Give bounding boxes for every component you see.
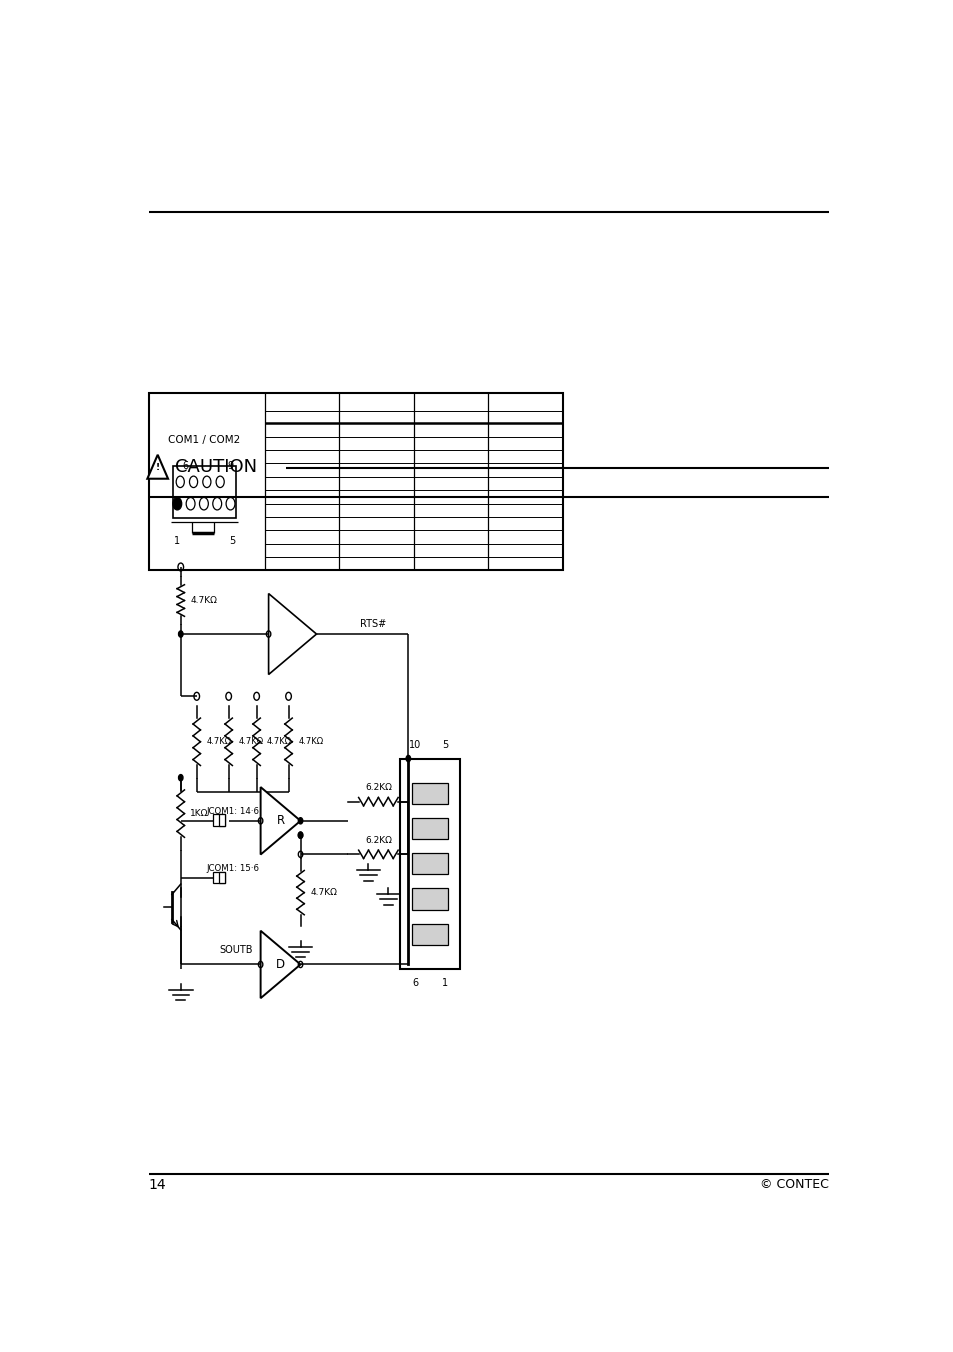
Circle shape	[298, 831, 302, 838]
Text: 6.2KΩ: 6.2KΩ	[365, 783, 392, 792]
Circle shape	[178, 775, 183, 781]
Text: 6: 6	[183, 461, 189, 472]
Bar	[149, 393, 562, 571]
Text: R: R	[276, 814, 284, 827]
Text: 4.7KΩ: 4.7KΩ	[206, 737, 232, 746]
Text: 5: 5	[229, 537, 234, 546]
Text: 6: 6	[412, 977, 418, 987]
Bar	[218, 872, 224, 883]
Text: 5: 5	[441, 740, 448, 750]
Text: 14: 14	[149, 1178, 166, 1191]
Bar	[412, 888, 448, 910]
Circle shape	[172, 498, 181, 510]
Text: SOUTB: SOUTB	[219, 945, 253, 955]
Text: 1: 1	[173, 537, 179, 546]
Text: 4.7KΩ: 4.7KΩ	[298, 737, 323, 746]
Text: 4.7KΩ: 4.7KΩ	[191, 596, 217, 604]
Circle shape	[178, 631, 183, 637]
Text: 1: 1	[442, 977, 448, 987]
Bar	[412, 783, 448, 804]
Polygon shape	[260, 930, 300, 998]
Polygon shape	[147, 454, 168, 479]
Text: 4.7KΩ: 4.7KΩ	[266, 737, 291, 746]
Text: 10: 10	[409, 740, 421, 750]
Text: © CONTEC: © CONTEC	[760, 1178, 828, 1191]
Polygon shape	[260, 787, 300, 854]
Text: CAUTION: CAUTION	[174, 458, 256, 476]
Bar	[412, 923, 448, 945]
Bar	[213, 872, 224, 883]
Bar	[213, 814, 224, 826]
Text: 6.2KΩ: 6.2KΩ	[365, 836, 392, 845]
Text: 1KΩ: 1KΩ	[191, 808, 209, 818]
Polygon shape	[269, 594, 316, 675]
Text: D: D	[275, 959, 285, 971]
Text: 9: 9	[227, 461, 233, 472]
Circle shape	[298, 818, 302, 823]
Text: JCOM1: 15·6: JCOM1: 15·6	[206, 864, 259, 873]
Text: 4.7KΩ: 4.7KΩ	[238, 737, 263, 746]
Text: JCOM1: 14·6: JCOM1: 14·6	[206, 807, 259, 815]
Bar	[400, 758, 459, 969]
Circle shape	[406, 756, 410, 761]
Text: RTS#: RTS#	[360, 619, 386, 630]
Bar	[172, 466, 235, 518]
Bar	[412, 853, 448, 875]
Bar	[218, 814, 224, 826]
Text: !: !	[155, 462, 159, 472]
Text: COM1 / COM2: COM1 / COM2	[168, 435, 240, 445]
Bar	[412, 818, 448, 840]
Text: 4.7KΩ: 4.7KΩ	[310, 888, 336, 898]
